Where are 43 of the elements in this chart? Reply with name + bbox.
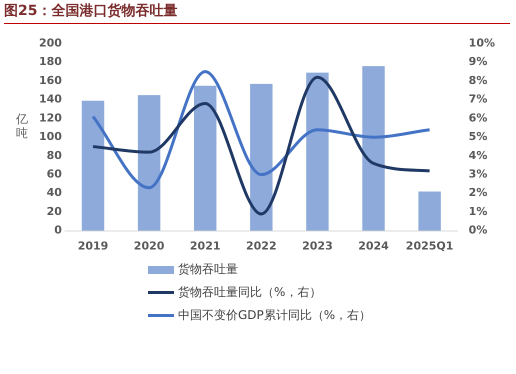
- bar: [82, 100, 104, 231]
- y-tick-label: 140: [38, 92, 62, 106]
- bar: [250, 84, 273, 231]
- line-series: [92, 76, 432, 216]
- y-tick-label: 60: [46, 168, 62, 180]
- bar: [138, 95, 160, 231]
- y2-tick-label: 1%: [468, 204, 488, 218]
- y2-tick-label: 4%: [468, 148, 488, 162]
- bar: [306, 72, 329, 231]
- y2-tick-label: 7%: [468, 92, 488, 106]
- y-tick-label: 160: [38, 74, 62, 87]
- y2-tick-label: 8%: [468, 74, 488, 87]
- y-axis-title: 亿吨: [16, 112, 29, 140]
- y2-tick-label: 2%: [468, 186, 488, 200]
- bar: [418, 191, 441, 231]
- y-tick-label: 40: [46, 186, 62, 200]
- y-tick-label: 20: [46, 204, 62, 218]
- line-series: [92, 70, 432, 190]
- x-tick-label: 2024: [358, 239, 390, 252]
- legend-label: 货物吞吐量同比（%，右）: [178, 284, 322, 301]
- x-tick-label: 2023: [302, 239, 333, 252]
- y-tick-label: 180: [38, 55, 62, 68]
- legend-label: 中国不变价GDP累计同比（%，右）: [178, 307, 372, 324]
- x-tick-label: 2020: [134, 239, 165, 252]
- y2-tick-label: 9%: [468, 55, 488, 68]
- y-tick-label: 80: [46, 148, 62, 162]
- x-tick-label: 2019: [78, 239, 108, 252]
- y-tick-label: 100: [38, 130, 62, 144]
- y2-tick-label: 0%: [468, 224, 488, 237]
- y-tick-label: 200: [38, 36, 62, 50]
- y-tick-label: 120: [38, 111, 62, 124]
- y-tick-label: 0: [54, 224, 62, 237]
- x-tick-label: 2022: [246, 239, 277, 252]
- bar: [362, 66, 385, 231]
- chart-title: 图25：全国港口货物吞吐量: [4, 2, 510, 24]
- y2-tick-label: 3%: [468, 168, 488, 180]
- y2-tick-label: 6%: [468, 111, 488, 124]
- x-tick-label: 2025Q1: [406, 239, 454, 252]
- y2-tick-label: 10%: [468, 36, 496, 50]
- y2-tick-label: 5%: [468, 130, 488, 144]
- bar: [194, 86, 216, 231]
- legend-label: 货物吞吐量: [178, 261, 238, 278]
- x-tick-label: 2021: [190, 239, 221, 252]
